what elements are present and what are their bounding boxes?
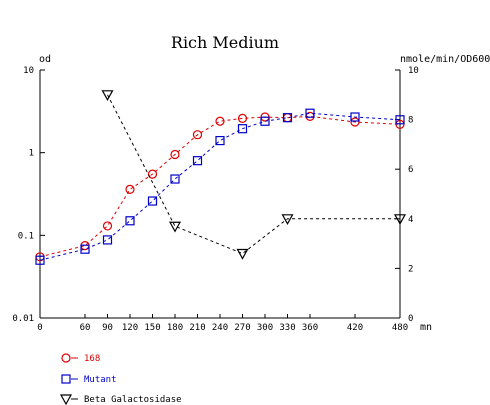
- x-tick-label: 360: [302, 323, 318, 333]
- point-circle: [350, 117, 360, 127]
- point-square: [125, 216, 135, 226]
- series-line: [39, 112, 401, 261]
- legend-label: 168: [84, 354, 100, 364]
- x-tick-label: 480: [392, 323, 408, 333]
- legend-label: Beta Galactosidase: [84, 395, 182, 405]
- chart-title: Rich Medium: [171, 33, 279, 52]
- series-circle: [35, 111, 405, 262]
- x-tick-label: 90: [102, 323, 113, 333]
- series-line: [39, 115, 401, 258]
- x-tick-label: 330: [279, 323, 295, 333]
- y2-tick-label: 8: [408, 116, 413, 126]
- point-triangle: [393, 214, 407, 226]
- y2-axis-label: nmole/min/OD600: [400, 54, 490, 65]
- legend: 168 Mutant Beta Galactosidase: [59, 353, 182, 405]
- series-square: [35, 108, 405, 265]
- point-square: [61, 374, 71, 384]
- x-tick-label: 0: [37, 323, 42, 333]
- axis-ticks: 0 60 90 120 150 180 210 240 270 300 330 360 420 4800.…: [12, 66, 419, 333]
- point-triangle: [281, 214, 294, 226]
- x-tick-label: 60: [80, 323, 91, 333]
- point-circle: [237, 113, 248, 123]
- x-tick-label: 210: [189, 323, 205, 333]
- point-square: [102, 235, 113, 245]
- point-square: [215, 135, 225, 146]
- x-tick-label: 270: [234, 323, 250, 333]
- point-circle: [61, 353, 71, 363]
- point-square: [282, 113, 293, 123]
- series-line: [107, 94, 400, 255]
- x-tick-label: 240: [212, 323, 228, 333]
- point-square: [350, 112, 360, 122]
- y2-tick-label: 2: [408, 264, 413, 274]
- point-square: [35, 255, 45, 265]
- y2-tick-label: 0: [408, 314, 413, 324]
- point-triangle: [168, 221, 182, 233]
- x-tick-label: 300: [257, 323, 273, 333]
- point-square: [80, 244, 90, 254]
- point-square: [147, 196, 158, 206]
- x-tick-label: 420: [347, 323, 363, 333]
- y2-tick-label: 4: [408, 215, 413, 225]
- x-tick-label: 150: [144, 323, 160, 333]
- point-square: [170, 174, 180, 184]
- point-square: [395, 115, 405, 125]
- point-square: [305, 108, 315, 118]
- x-tick-label: 180: [167, 323, 183, 333]
- point-triangle: [101, 90, 114, 102]
- y-tick-label: 1: [29, 149, 34, 159]
- y-axis-label: od: [39, 54, 51, 65]
- x-axis-label: mn: [420, 322, 432, 333]
- x-tick-label: 120: [122, 323, 138, 333]
- point-circle: [102, 221, 113, 231]
- point-circle: [215, 116, 225, 126]
- legend-label: Mutant: [84, 375, 117, 385]
- y-tick-label: 10: [23, 66, 34, 76]
- point-triangle: [236, 248, 249, 260]
- y-tick-label: 0.01: [12, 314, 34, 324]
- point-circle: [125, 184, 135, 194]
- series-triangle-down: [101, 90, 407, 260]
- point-triangle: [59, 394, 73, 405]
- point-circle: [192, 130, 203, 140]
- y-tick-label: 0.1: [18, 231, 34, 241]
- point-circle: [170, 149, 180, 160]
- y2-tick-label: 6: [408, 165, 413, 175]
- point-square: [237, 124, 248, 134]
- point-square: [260, 116, 270, 126]
- series-layer: [35, 90, 407, 265]
- point-square: [192, 156, 203, 166]
- point-circle: [147, 169, 158, 179]
- y2-tick-label: 10: [408, 66, 419, 76]
